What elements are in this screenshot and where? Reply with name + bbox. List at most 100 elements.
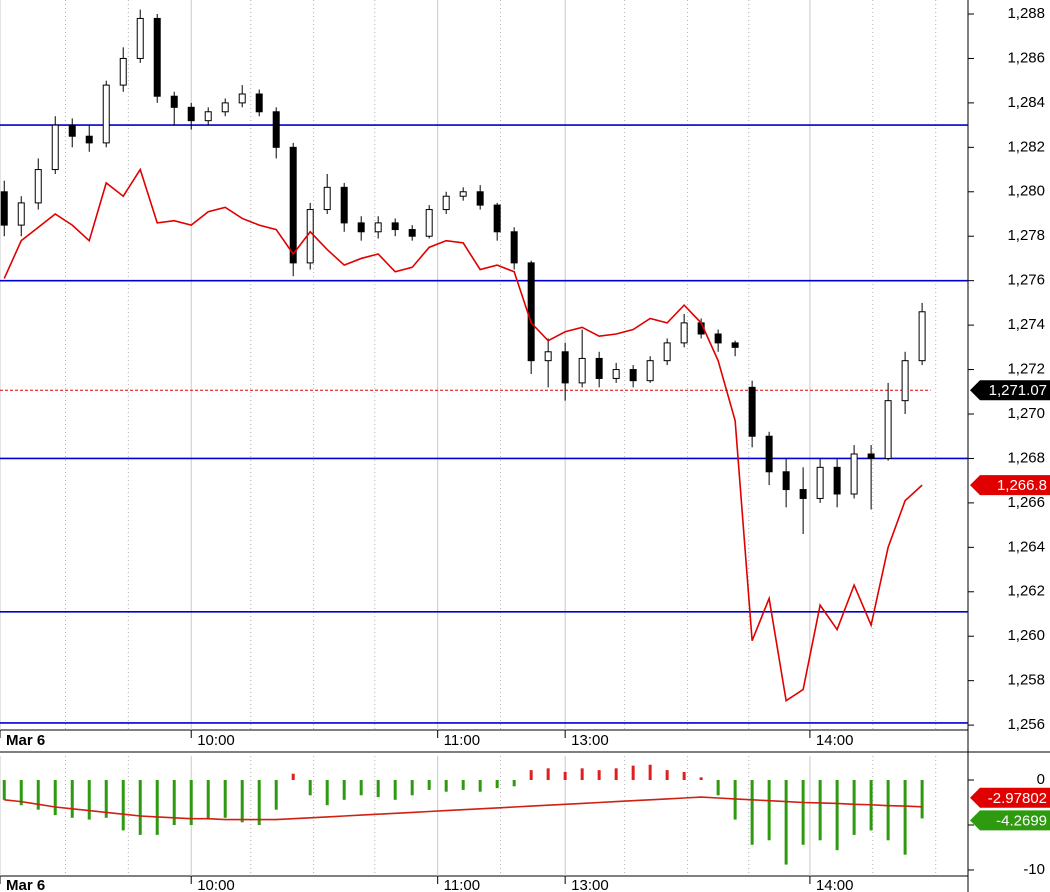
candle-body xyxy=(731,342,739,348)
candle-body xyxy=(850,453,858,495)
histogram-bar xyxy=(410,780,414,796)
candle-body xyxy=(425,209,433,237)
histogram-bar xyxy=(70,780,74,818)
y-tick-label: 1,260 xyxy=(1007,627,1045,644)
candle-body xyxy=(51,124,59,171)
candle-body xyxy=(799,489,807,499)
x-tick-label: 14:00 xyxy=(816,877,854,892)
histogram-bar xyxy=(614,768,618,781)
line-label-box xyxy=(970,787,1050,808)
x-tick-label: 10:00 xyxy=(197,877,235,892)
histogram-bar xyxy=(427,780,431,790)
y-tick-label: 0 xyxy=(1037,771,1045,788)
candle-body xyxy=(714,333,722,344)
histogram-bar xyxy=(87,780,91,820)
candle-body xyxy=(782,471,790,491)
y-tick-label: 1,272 xyxy=(1007,361,1045,378)
candle-body xyxy=(663,342,671,362)
histogram-bar xyxy=(852,780,856,835)
histogram-bar xyxy=(478,780,482,792)
histogram-bar xyxy=(767,780,771,841)
histogram-bar xyxy=(2,780,6,800)
y-tick-label: 1,288 xyxy=(1007,5,1045,22)
candle-body xyxy=(748,386,756,437)
histogram-bar xyxy=(257,780,261,825)
histogram-bar xyxy=(563,771,567,781)
candle-body xyxy=(884,400,892,459)
histogram-bar xyxy=(784,780,788,865)
bar-label-box xyxy=(970,810,1050,831)
candle-body xyxy=(442,195,450,211)
histogram-bar xyxy=(172,780,176,825)
histogram-bar xyxy=(461,780,465,790)
candle-body xyxy=(918,311,926,362)
histogram-bar xyxy=(716,780,720,796)
candle-body xyxy=(646,360,654,382)
y-tick-label: 1,264 xyxy=(1007,538,1045,555)
x-tick-label: 10:00 xyxy=(197,732,235,749)
histogram-bar xyxy=(274,780,278,810)
candle-body xyxy=(170,95,178,108)
y-tick-label: 1,274 xyxy=(1007,316,1045,333)
candle-body xyxy=(272,111,280,148)
histogram-bar xyxy=(529,770,533,781)
y-tick-label: 1,258 xyxy=(1007,672,1045,689)
candle-body xyxy=(901,360,909,402)
candle-body xyxy=(595,357,603,379)
x-tick-label: 11:00 xyxy=(444,877,480,892)
histogram-bar xyxy=(682,771,686,781)
candle-body xyxy=(459,191,467,197)
candle-body xyxy=(629,369,637,382)
candle-body xyxy=(289,146,297,264)
histogram-bar xyxy=(359,780,363,796)
candle-body xyxy=(561,351,569,384)
histogram-bar xyxy=(121,780,125,831)
histogram-bar xyxy=(291,773,295,781)
candle-body xyxy=(578,357,586,384)
overlay-label-box xyxy=(970,475,1050,496)
x-tick-label: 11:00 xyxy=(444,732,480,749)
histogram-bar xyxy=(597,770,601,781)
overlay-label-text: 1,266.8 xyxy=(997,477,1047,494)
histogram-bar xyxy=(699,777,703,781)
histogram-bar xyxy=(580,768,584,781)
candle-body xyxy=(68,124,76,137)
candle-body xyxy=(374,222,382,233)
histogram-bar xyxy=(818,780,822,841)
y-tick-label: 1,284 xyxy=(1007,94,1045,111)
candle-body xyxy=(357,222,365,233)
y-tick-label: 1,256 xyxy=(1007,716,1045,733)
candle-body xyxy=(867,453,875,459)
candle-body xyxy=(340,186,348,224)
histogram-bar xyxy=(444,780,448,792)
histogram-bar xyxy=(104,780,108,818)
histogram-bar xyxy=(189,780,193,825)
histogram-bar xyxy=(512,780,516,787)
y-tick-label: 1,280 xyxy=(1007,183,1045,200)
candle-body xyxy=(238,93,246,104)
candle-body xyxy=(306,209,314,264)
y-tick-label: -10 xyxy=(1023,861,1045,878)
candle-body xyxy=(612,369,620,379)
candle-body xyxy=(17,202,25,226)
y-tick-label: 1,270 xyxy=(1007,405,1045,422)
candle-body xyxy=(816,466,824,499)
candle-body xyxy=(34,169,42,204)
histogram-bar xyxy=(648,764,652,781)
histogram-bar xyxy=(393,780,397,800)
histogram-bar xyxy=(53,780,57,816)
candle-body xyxy=(527,262,535,362)
histogram-bar xyxy=(750,780,754,845)
y-tick-label: 1,276 xyxy=(1007,272,1045,289)
y-tick-label: 1,266 xyxy=(1007,494,1045,511)
x-tick-label: 14:00 xyxy=(816,732,854,749)
histogram-bar xyxy=(920,780,924,819)
candle-body xyxy=(153,17,161,97)
x-tick-label: 13:00 xyxy=(571,877,609,892)
candle-body xyxy=(493,204,501,233)
y-tick-label: 1,278 xyxy=(1007,227,1045,244)
histogram-bar xyxy=(801,780,805,845)
y-tick-label: 1,286 xyxy=(1007,49,1045,66)
